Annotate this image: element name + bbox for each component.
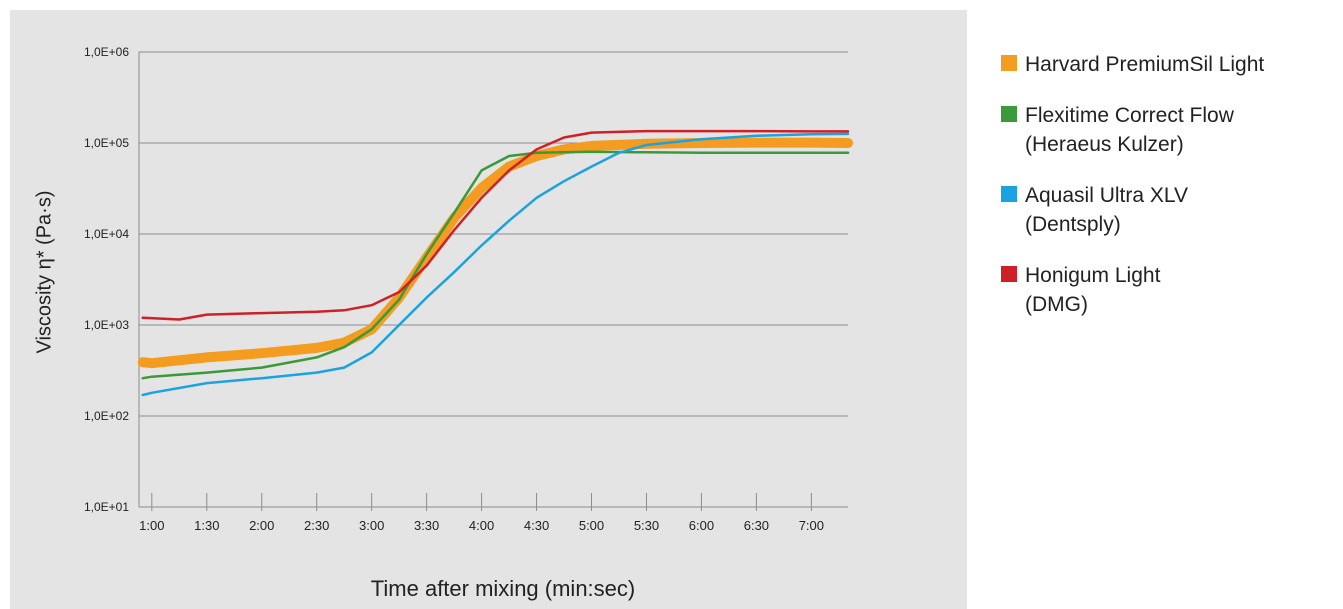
x-tick-label: 2:30 <box>304 518 329 533</box>
y-tick-label: 1,0E+06 <box>84 45 129 59</box>
x-tick-label: 3:30 <box>414 518 439 533</box>
x-tick-label: 4:00 <box>469 518 494 533</box>
x-tick-label: 2:00 <box>249 518 274 533</box>
x-tick-label: 5:30 <box>634 518 659 533</box>
y-axis-label: Viscosity η* (Pa·s) <box>33 190 56 354</box>
chart-panel: 1,0E+01 1,0E+02 1,0E+03 1,0E+04 1,0E+05 1,0E+… <box>10 10 967 609</box>
x-tick-label: 4:30 <box>524 518 549 533</box>
x-tick-label: 5:00 <box>579 518 604 533</box>
x-tick-label: 3:00 <box>359 518 384 533</box>
plot-area: 1,0E+01 1,0E+02 1,0E+03 1,0E+04 1,0E+05 1,0E+… <box>84 45 853 533</box>
y-tick-label: 1,0E+02 <box>84 409 129 423</box>
y-tick-label: 1,0E+05 <box>84 136 129 150</box>
x-tick-label: 6:30 <box>744 518 769 533</box>
legend-label: Harvard PremiumSil Light <box>1025 53 1265 76</box>
legend-item: Flexitime Correct Flow (Heraeus Kulzer) <box>1001 101 1341 159</box>
x-tick-label: 7:00 <box>799 518 824 533</box>
legend-swatch <box>1001 266 1017 282</box>
y-tick-label: 1,0E+04 <box>84 227 129 241</box>
x-tick-label: 1:00 <box>139 518 164 533</box>
x-tick-label: 6:00 <box>689 518 714 533</box>
legend-item: Aquasil Ultra XLV (Dentsply) <box>1001 181 1341 239</box>
x-axis-label: Time after mixing (min:sec) <box>370 576 636 601</box>
legend: Harvard PremiumSil Light Flexitime Correc… <box>1001 50 1341 341</box>
series-line-3 <box>141 132 850 397</box>
series-line-1 <box>137 137 853 369</box>
y-tick-label: 1,0E+03 <box>84 318 129 332</box>
y-tick-label: 1,0E+01 <box>84 500 129 514</box>
legend-swatch <box>1001 55 1017 71</box>
legend-label: Aquasil Ultra XLV (Dentsply) <box>1025 184 1189 236</box>
series-line-2 <box>141 150 850 380</box>
legend-item: Harvard PremiumSil Light <box>1001 50 1341 79</box>
legend-item: Honigum Light (DMG) <box>1001 261 1341 319</box>
legend-swatch <box>1001 186 1017 202</box>
x-tick-label: 1:30 <box>194 518 219 533</box>
legend-label: Flexitime Correct Flow (Heraeus Kulzer) <box>1025 104 1234 156</box>
series-line-4 <box>141 129 850 321</box>
legend-swatch <box>1001 106 1017 122</box>
legend-label: Honigum Light (DMG) <box>1025 264 1161 316</box>
